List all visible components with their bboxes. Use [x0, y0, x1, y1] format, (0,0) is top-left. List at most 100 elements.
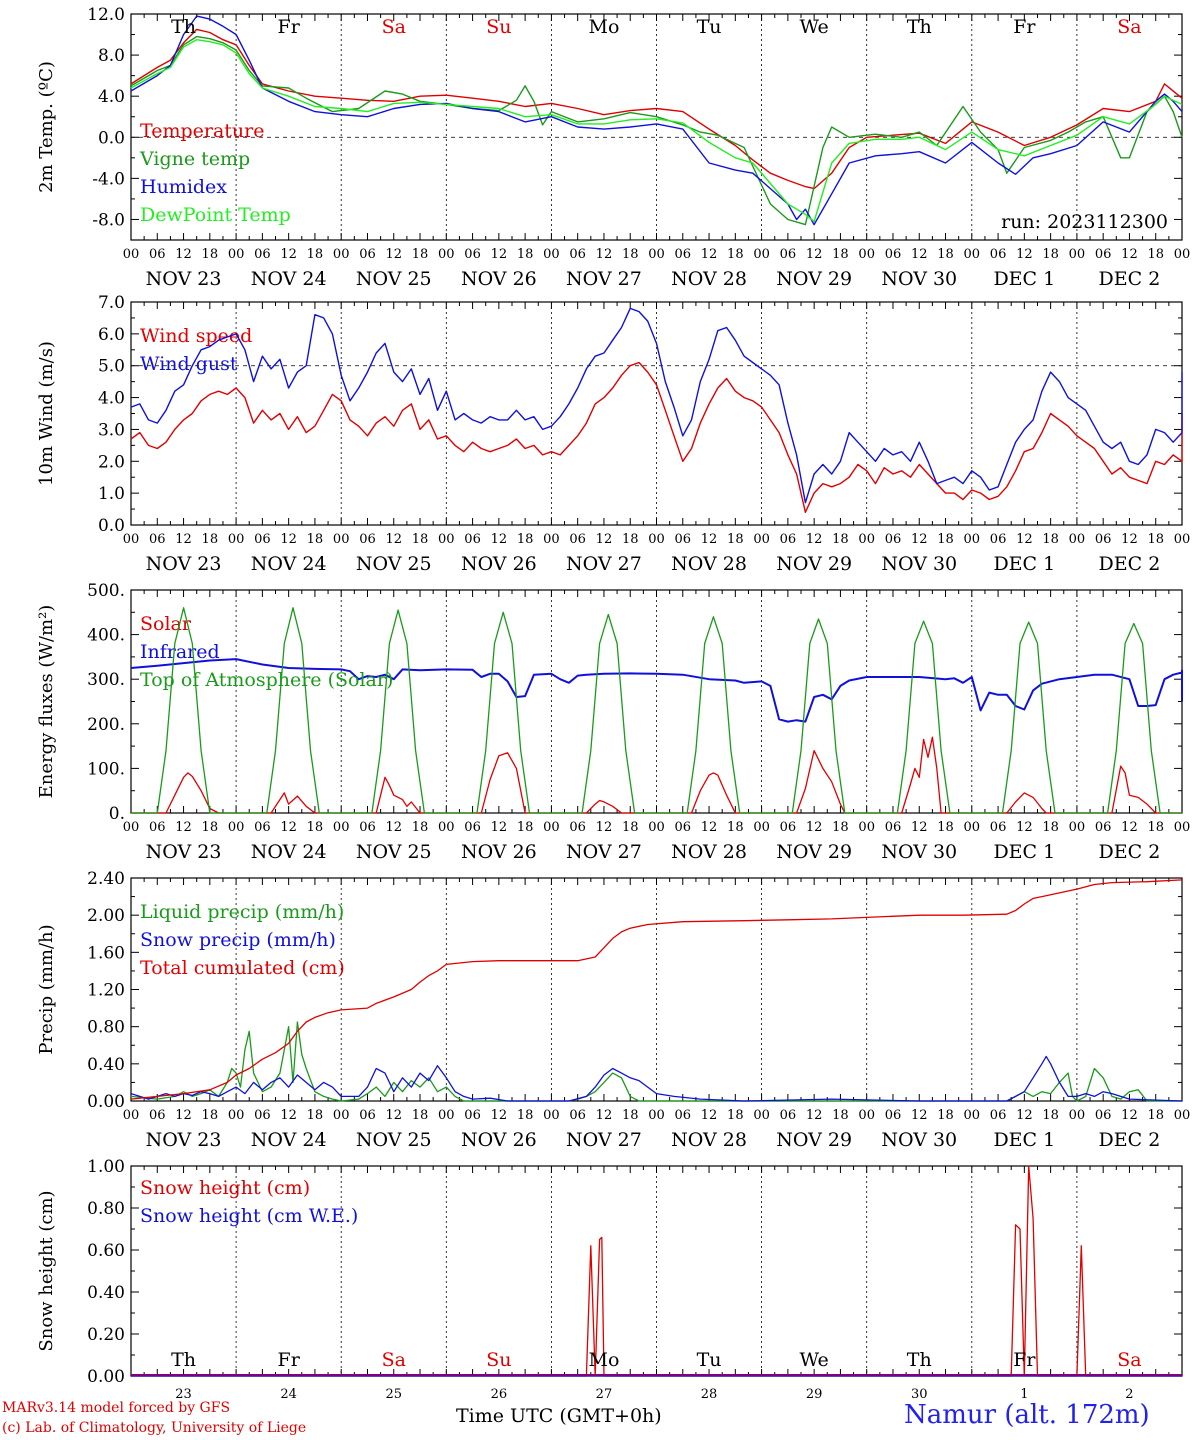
- hour-label: 06: [885, 1108, 902, 1123]
- hour-label: 06: [149, 532, 166, 547]
- hour-label: 18: [832, 820, 849, 835]
- y-tick-label: 12.0: [87, 5, 125, 25]
- hour-label: 06: [359, 532, 376, 547]
- y-tick-label: 2.0: [98, 452, 125, 472]
- hour-label: 12: [385, 820, 402, 835]
- hour-label: 00: [1069, 1108, 1086, 1123]
- hour-label: 18: [1042, 820, 1059, 835]
- hour-label: 18: [622, 532, 639, 547]
- hour-label: 06: [1095, 820, 1112, 835]
- y-tick-label: 0.00: [87, 1367, 125, 1387]
- y-tick-label: 1.00: [87, 1157, 125, 1177]
- series-line-infrared: [130, 658, 1183, 723]
- y-tick-label: 0.0: [98, 128, 125, 148]
- hour-label: 12: [491, 532, 508, 547]
- date-label: DEC 2: [1099, 1129, 1161, 1151]
- date-label: NOV 28: [671, 1129, 747, 1151]
- series-line-snow-precip-mm-h: [130, 1055, 1183, 1102]
- date-label: NOV 28: [671, 841, 747, 863]
- hour-label: 18: [937, 532, 954, 547]
- hour-label: 12: [385, 532, 402, 547]
- day-number-label: 30: [911, 1387, 928, 1400]
- hour-label: 18: [307, 820, 324, 835]
- y-tick-label: 0.80: [87, 1199, 125, 1219]
- date-label: NOV 30: [881, 268, 957, 290]
- y-tick-label: 2.00: [87, 906, 125, 926]
- hour-label: 00: [333, 247, 350, 262]
- date-label: DEC 1: [993, 268, 1055, 290]
- y-tick-label: 1.60: [87, 943, 125, 963]
- date-label: NOV 26: [461, 841, 537, 863]
- hour-label: 12: [911, 247, 928, 262]
- hour-label: 12: [911, 820, 928, 835]
- hour-label: 12: [280, 247, 297, 262]
- hour-label: 06: [149, 1108, 166, 1123]
- hour-label: 12: [596, 247, 613, 262]
- series-line-dewpoint-temp: [130, 39, 1183, 223]
- hour-label: 00: [438, 247, 455, 262]
- hour-label: 00: [1069, 247, 1086, 262]
- date-label: NOV 24: [251, 841, 327, 863]
- hour-label: 06: [780, 247, 797, 262]
- legend-entry: Snow height (cm W.E.): [140, 1205, 358, 1227]
- y-tick-label: 5.0: [98, 357, 125, 377]
- hour-label: 12: [911, 532, 928, 547]
- day-number-label: 23: [175, 1387, 192, 1400]
- chart-panel-2: 0.0 1.0 2.0 3.0 4.0 5.0 6.0 7.0 10m Wind (m/s) Wi…: [36, 293, 1190, 575]
- date-label: NOV 24: [251, 1129, 327, 1151]
- hour-label: 00: [858, 820, 875, 835]
- hour-label: 18: [937, 247, 954, 262]
- hour-label: 18: [1147, 247, 1164, 262]
- y-tick-label: 0.40: [87, 1055, 125, 1075]
- hour-label: 00: [228, 247, 245, 262]
- hour-label: 00: [648, 820, 665, 835]
- series-line-top-of-atmosphere-solar: [131, 607, 1182, 814]
- hour-label: 00: [1174, 1108, 1191, 1123]
- y-tick-label: 6.0: [98, 325, 125, 345]
- y-tick-label: 1.20: [87, 981, 125, 1001]
- hour-label: 18: [622, 247, 639, 262]
- hour-label: 00: [648, 247, 665, 262]
- hour-label: 06: [990, 247, 1007, 262]
- hour-label: 18: [832, 532, 849, 547]
- weekday-label: Sa: [382, 16, 406, 38]
- date-label: NOV 29: [776, 1129, 852, 1151]
- legend-entry: Solar: [140, 613, 192, 635]
- hour-label: 06: [780, 1108, 797, 1123]
- y-axis-label: 2m Temp. (ºC): [36, 61, 57, 193]
- hour-label: 00: [753, 247, 770, 262]
- date-label: NOV 27: [566, 1129, 642, 1151]
- date-label: NOV 23: [146, 268, 222, 290]
- hour-label: 00: [333, 820, 350, 835]
- station-label: Namur (alt. 172m): [904, 1400, 1150, 1430]
- y-tick-label: 0.80: [87, 1018, 125, 1038]
- hour-label: 06: [569, 1108, 586, 1123]
- date-label: NOV 25: [356, 268, 432, 290]
- date-label: DEC 2: [1099, 841, 1161, 863]
- y-tick-label: 1.0: [98, 484, 125, 504]
- weekday-label: Th: [171, 1349, 196, 1371]
- hour-label: 12: [701, 1108, 718, 1123]
- y-tick-label: 0.: [109, 804, 125, 824]
- hour-label: 00: [438, 532, 455, 547]
- y-tick-label: 2.40: [87, 869, 125, 889]
- hour-label: 06: [675, 820, 692, 835]
- weekday-label: Fr: [1013, 16, 1036, 38]
- run-label: run: 2023112300: [1001, 211, 1168, 233]
- time-axis-label: Time UTC (GMT+0h): [456, 1405, 662, 1427]
- y-tick-label: 0.20: [87, 1325, 125, 1345]
- day-number-label: 28: [701, 1387, 718, 1400]
- hour-label: 06: [885, 820, 902, 835]
- hour-label: 06: [359, 1108, 376, 1123]
- hour-label: 12: [701, 247, 718, 262]
- hour-label: 12: [1016, 1108, 1033, 1123]
- date-label: NOV 24: [251, 268, 327, 290]
- y-tick-label: -4.0: [92, 169, 125, 189]
- date-label: NOV 30: [881, 1129, 957, 1151]
- hour-label: 06: [464, 532, 481, 547]
- hour-label: 18: [517, 247, 534, 262]
- legend-entry: Top of Atmosphere (Solar): [140, 669, 393, 691]
- hour-label: 18: [622, 820, 639, 835]
- date-label: NOV 29: [776, 268, 852, 290]
- date-label: NOV 26: [461, 268, 537, 290]
